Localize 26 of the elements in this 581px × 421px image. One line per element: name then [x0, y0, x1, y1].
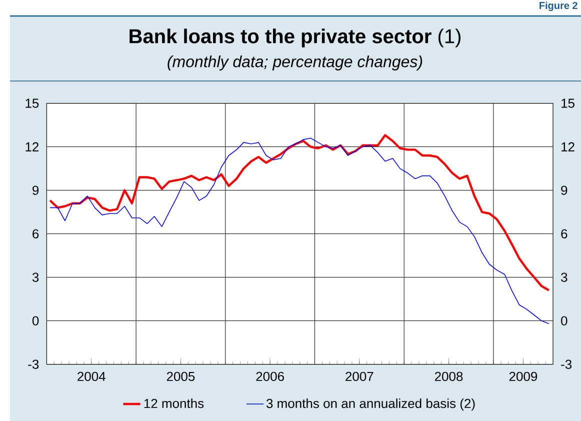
legend-label: 3 months on an annualized basis (2) — [266, 398, 475, 411]
legend-label: 12 months — [144, 398, 204, 408]
y-tick-label: 6 — [32, 229, 39, 238]
y-tick-label: 12 — [26, 142, 39, 152]
x-tick-label: 2006 — [256, 372, 284, 382]
y2-tick-label: 15 — [562, 98, 574, 108]
y2-tick-label: 9 — [561, 186, 568, 195]
x-tick-label: 2008 — [434, 372, 463, 382]
y-tick-label: 0 — [32, 316, 39, 326]
y-tick-label: 9 — [32, 186, 39, 195]
x-tick-label: 2004 — [78, 372, 106, 382]
x-tick-label: 2005 — [166, 372, 195, 382]
y2-tick-label: 12 — [562, 142, 574, 152]
x-tick-label: 2007 — [346, 372, 374, 382]
y-tick-label: 15 — [26, 98, 39, 108]
caption: Figure 2 — [540, 2, 578, 12]
line-series — [50, 138, 550, 324]
chart-subtitle: (monthly data; percentage changes) — [168, 56, 422, 70]
y2-tick-label: 3 — [561, 272, 568, 282]
y2-tick-label: 6 — [561, 229, 568, 238]
chart-title: Bank loans to the private sector (1) — [130, 28, 460, 48]
y2-tick-label: 0 — [561, 316, 568, 326]
y-tick-label: -3 — [28, 360, 39, 369]
x-tick-label: 2009 — [509, 372, 538, 382]
y2-tick-label: -3 — [561, 360, 572, 369]
y-tick-label: 3 — [32, 272, 39, 282]
